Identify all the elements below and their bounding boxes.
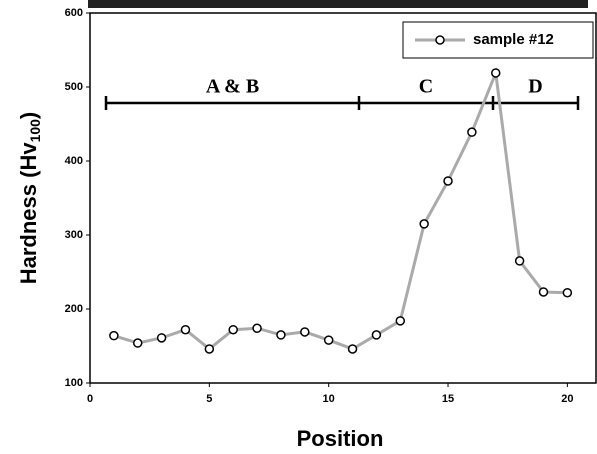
x-axis-label: Position <box>297 426 384 451</box>
marker <box>395 316 406 326</box>
x-tick-label: 5 <box>206 393 212 405</box>
y-tick-label: 500 <box>65 81 83 93</box>
marker <box>300 327 310 337</box>
marker <box>347 344 358 354</box>
marker <box>562 287 573 298</box>
plot-frame <box>89 12 597 384</box>
y-tick-label: 400 <box>65 155 83 167</box>
y-label-text: Hardness (Hv <box>16 142 41 285</box>
x-tick-label: 15 <box>442 393 454 405</box>
x-tick-label: 0 <box>87 393 93 405</box>
y-label-end: ) <box>16 112 41 119</box>
marker <box>228 324 238 335</box>
legend-label: sample #12 <box>473 31 554 48</box>
y-tick-label: 600 <box>65 7 83 19</box>
x-tick-label: 10 <box>323 393 335 405</box>
series-line <box>113 67 568 351</box>
marker <box>132 338 143 348</box>
marker <box>109 330 119 341</box>
annotation: C <box>419 76 433 98</box>
annotation: A & B <box>206 76 259 98</box>
marker <box>491 68 501 78</box>
marker <box>323 335 334 345</box>
marker <box>538 287 549 297</box>
marker <box>371 330 382 340</box>
y-tick-label: 100 <box>65 377 83 389</box>
y-label-sub: 100 <box>27 119 43 143</box>
marker <box>252 323 262 333</box>
marker <box>156 333 167 343</box>
top-strip <box>88 0 588 8</box>
marker <box>180 324 191 335</box>
y-axis-label: Hardness (Hv100) <box>16 112 43 285</box>
legend-marker <box>435 35 445 45</box>
marker <box>467 127 477 137</box>
annotation: D <box>528 76 542 98</box>
marker <box>204 344 215 354</box>
y-tick-label: 300 <box>65 229 83 241</box>
x-tick-label: 20 <box>561 393 573 405</box>
marker <box>419 219 429 229</box>
y-tick-label: 200 <box>65 303 83 315</box>
marker <box>514 256 525 266</box>
marker <box>276 330 286 340</box>
marker <box>443 176 453 186</box>
